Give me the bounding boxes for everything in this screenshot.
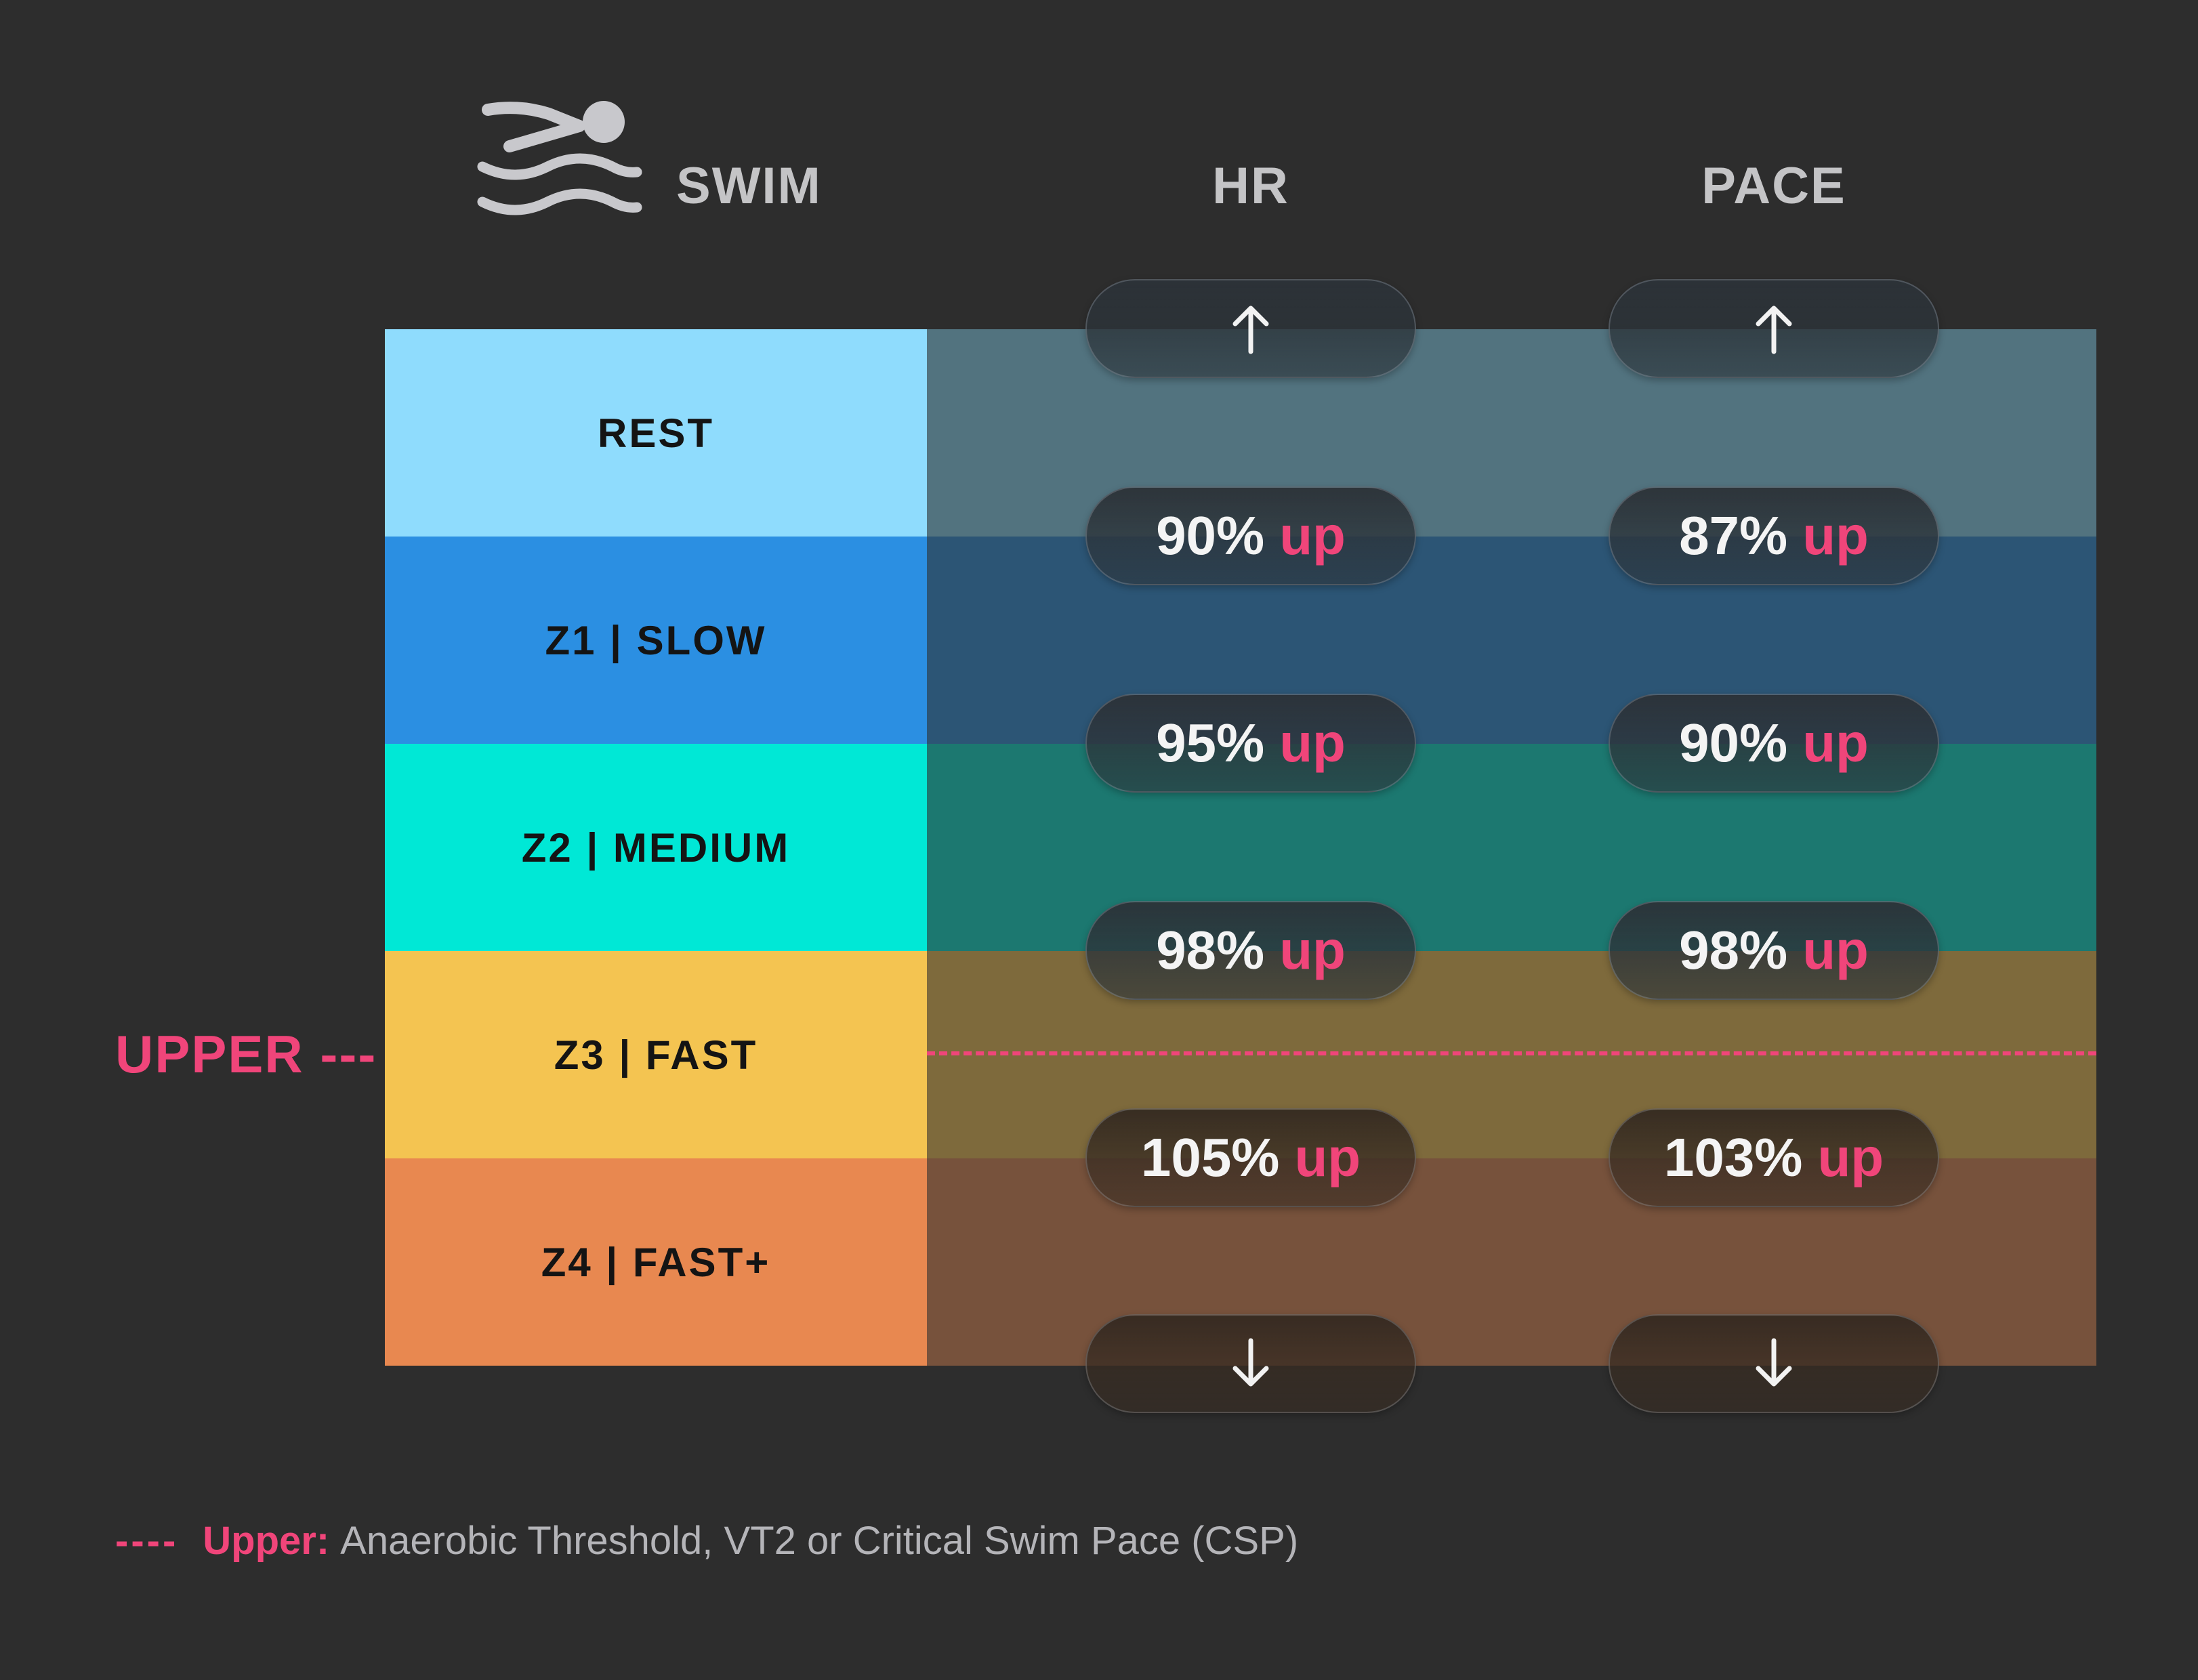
- legend-text: Anaerobic Threshold, VT2 or Critical Swi…: [340, 1519, 1299, 1563]
- pace-arrow-up-button[interactable]: [1609, 279, 1939, 378]
- pace-threshold-3: 98% up: [1609, 901, 1939, 1000]
- zone-label: Z4 | FAST+: [385, 1158, 927, 1366]
- arrow-down-icon: [1227, 1337, 1274, 1391]
- arrow-down-icon: [1750, 1337, 1798, 1391]
- sport-title: SWIM: [676, 157, 822, 215]
- hr-threshold-3: 98% up: [1085, 901, 1416, 1000]
- hr-threshold-4: 105% up: [1085, 1108, 1416, 1207]
- upper-threshold-line: [927, 1051, 2096, 1055]
- hr-arrow-down-button[interactable]: [1085, 1314, 1416, 1413]
- zone-label: Z3 | FAST: [385, 951, 927, 1158]
- pace-arrow-down-button[interactable]: [1609, 1314, 1939, 1413]
- legend-dash: ----: [115, 1519, 179, 1563]
- legend-key: Upper:: [203, 1519, 330, 1563]
- arrow-up-icon: [1227, 301, 1274, 356]
- upper-threshold-label: UPPER ---: [115, 1024, 377, 1084]
- hr-threshold-1: 90% up: [1085, 486, 1416, 585]
- column-header-hr: HR: [1212, 157, 1289, 215]
- pace-threshold-4: 103% up: [1609, 1108, 1939, 1207]
- zone-label: REST: [385, 329, 927, 537]
- arrow-up-icon: [1750, 301, 1798, 356]
- swimmer-icon: [468, 99, 644, 228]
- pace-threshold-1: 87% up: [1609, 486, 1939, 585]
- zone-label: Z2 | MEDIUM: [385, 744, 927, 951]
- hr-arrow-up-button[interactable]: [1085, 279, 1416, 378]
- pace-threshold-2: 90% up: [1609, 694, 1939, 793]
- column-header-pace: PACE: [1701, 157, 1846, 215]
- hr-threshold-2: 95% up: [1085, 694, 1416, 793]
- zone-label: Z1 | SLOW: [385, 537, 927, 744]
- legend-footnote: ---- Upper: Anaerobic Threshold, VT2 or Cr…: [115, 1514, 1298, 1568]
